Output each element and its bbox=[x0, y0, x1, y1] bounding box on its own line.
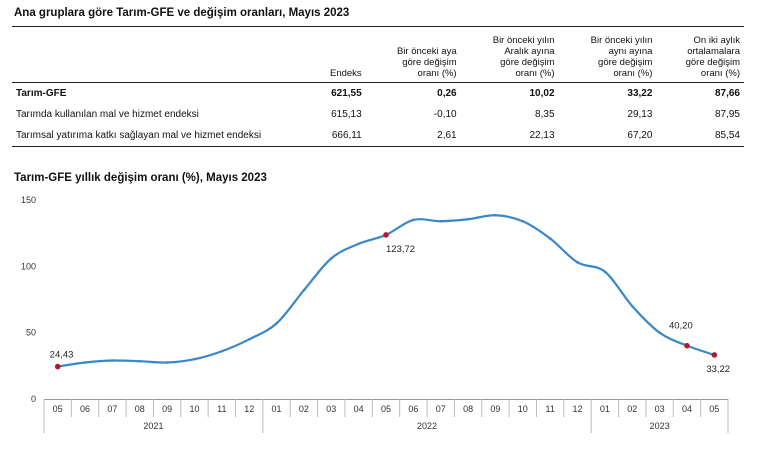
data-point bbox=[193, 357, 196, 361]
row-label: Tarım-GFE bbox=[16, 88, 67, 99]
data-point bbox=[466, 217, 470, 221]
x-tick-label: 02 bbox=[627, 404, 637, 414]
data-point bbox=[247, 338, 251, 341]
x-tick-label: 02 bbox=[299, 404, 309, 414]
x-tick-label: 11 bbox=[545, 404, 554, 414]
table-header-row: Endeks Bir önceki aya göre değişim oranı… bbox=[12, 26, 744, 83]
data-point bbox=[165, 361, 169, 364]
x-tick-label: 03 bbox=[326, 404, 336, 414]
cell: 87,66 bbox=[714, 88, 740, 99]
header-december: Bir önceki yılın Aralık ayına göre değiş… bbox=[460, 26, 559, 83]
table-title: Ana gruplara göre Tarım-GFE ve değişim o… bbox=[14, 7, 350, 19]
data-label: 123,72 bbox=[386, 244, 415, 255]
table-row: Tarımda kullanılan mal ve hizmet endeksi… bbox=[12, 104, 744, 125]
chart-title: Tarım-GFE yıllık değişim oranı (%), Mayı… bbox=[14, 172, 267, 184]
header-index: Endeks bbox=[310, 26, 366, 83]
cell: 29,13 bbox=[627, 109, 653, 120]
data-point bbox=[548, 237, 552, 240]
header-monthly: Bir önceki aya göre değişim oranı (%) bbox=[365, 26, 461, 83]
highlight-marker bbox=[383, 232, 389, 238]
x-tick-label: 03 bbox=[655, 404, 665, 414]
table-row: Tarımsal yatırıma katkı sağlayan mal ve … bbox=[12, 125, 744, 147]
x-tick-label: 05 bbox=[709, 404, 719, 414]
y-tick-label: 50 bbox=[26, 328, 36, 338]
x-tick-label: 01 bbox=[600, 404, 610, 414]
data-point bbox=[111, 359, 114, 362]
x-tick-label: 07 bbox=[436, 404, 446, 414]
x-tick-label: 09 bbox=[490, 404, 500, 414]
header-annual: Bir önceki yılın aynı ayına göre değişim… bbox=[558, 26, 657, 83]
data-point bbox=[630, 304, 634, 308]
highlight-marker bbox=[684, 342, 690, 349]
x-tick-label: 05 bbox=[53, 404, 63, 414]
cell: 621,55 bbox=[331, 88, 362, 99]
cell: 67,20 bbox=[558, 125, 657, 147]
data-point bbox=[521, 219, 525, 223]
table-row: Tarım-GFE 621,55 0,26 10,02 33,22 87,66 bbox=[12, 83, 744, 105]
x-tick-label: 12 bbox=[573, 404, 583, 414]
cell: 22,13 bbox=[460, 125, 559, 147]
data-label: 24,43 bbox=[50, 350, 74, 361]
x-tick-label: 07 bbox=[107, 404, 117, 414]
x-tick-label: 06 bbox=[408, 404, 418, 414]
cell: 85,54 bbox=[656, 125, 744, 147]
data-point bbox=[83, 361, 87, 364]
y-tick-label: 100 bbox=[21, 261, 36, 271]
x-tick-label: 11 bbox=[217, 404, 226, 414]
x-tick-label: 06 bbox=[80, 404, 90, 414]
data-point bbox=[275, 322, 278, 325]
data-point bbox=[494, 213, 497, 217]
cell: 2,61 bbox=[365, 125, 461, 147]
year-label: 2021 bbox=[143, 421, 163, 431]
x-tick-label: 01 bbox=[272, 404, 282, 414]
highlight-marker bbox=[711, 352, 718, 358]
data-point bbox=[439, 219, 443, 223]
data-point bbox=[412, 218, 415, 222]
data-point bbox=[658, 331, 661, 334]
x-tick-label: 12 bbox=[244, 404, 254, 414]
cell: 10,02 bbox=[529, 88, 555, 99]
data-point bbox=[603, 270, 607, 273]
data-point bbox=[576, 261, 579, 264]
data-label: 40,20 bbox=[669, 321, 693, 332]
row-label: Tarımda kullanılan mal ve hizmet endeksi bbox=[16, 109, 199, 120]
year-label: 2022 bbox=[417, 421, 437, 431]
cell: 615,13 bbox=[331, 109, 362, 120]
cell: 0,26 bbox=[437, 88, 457, 99]
index-table: Endeks Bir önceki aya göre değişim oranı… bbox=[12, 26, 744, 147]
x-tick-label: 08 bbox=[463, 404, 473, 414]
data-point bbox=[357, 242, 360, 246]
header-label bbox=[12, 26, 310, 83]
data-label: 33,22 bbox=[706, 364, 730, 375]
highlight-marker bbox=[54, 363, 61, 370]
cell: -0,10 bbox=[433, 109, 457, 120]
data-point bbox=[220, 349, 224, 353]
cell: 87,95 bbox=[714, 109, 740, 120]
data-point bbox=[302, 288, 306, 292]
y-tick-label: 0 bbox=[31, 394, 36, 404]
row-label: Tarımsal yatırıma katkı sağlayan mal ve … bbox=[12, 125, 310, 147]
x-tick-label: 10 bbox=[518, 404, 528, 414]
header-twelve-month: On iki aylık ortalamalara göre değişim o… bbox=[656, 26, 744, 83]
data-point bbox=[329, 257, 333, 260]
cell: 33,22 bbox=[627, 88, 653, 99]
x-tick-label: 05 bbox=[381, 404, 391, 414]
cell: 666,11 bbox=[310, 125, 366, 147]
x-tick-label: 10 bbox=[189, 404, 199, 414]
x-tick-label: 04 bbox=[354, 404, 364, 414]
x-tick-label: 09 bbox=[162, 404, 172, 414]
cell: 8,35 bbox=[535, 109, 555, 120]
x-tick-label: 04 bbox=[682, 404, 692, 414]
data-point bbox=[138, 359, 142, 363]
year-label: 2023 bbox=[650, 421, 670, 431]
x-tick-label: 08 bbox=[135, 404, 145, 414]
series-line bbox=[57, 214, 715, 368]
y-tick-label: 150 bbox=[21, 195, 36, 205]
